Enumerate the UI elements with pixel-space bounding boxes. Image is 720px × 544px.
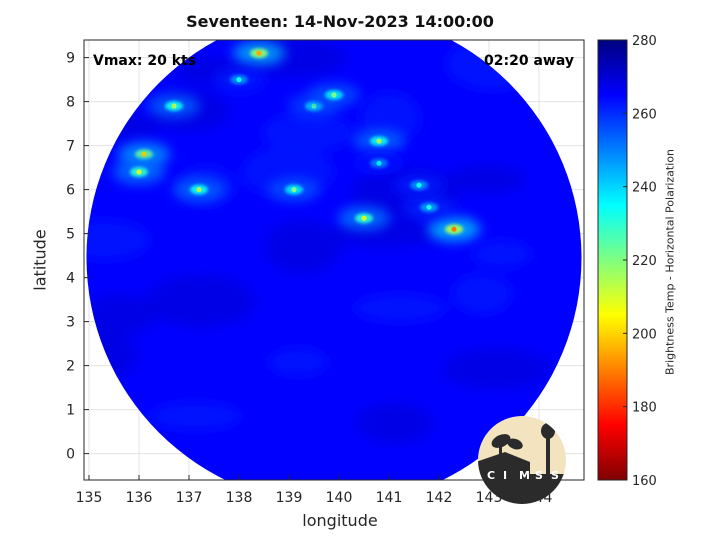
- x-tick-label: 136: [126, 490, 153, 506]
- feature-core: [331, 92, 337, 98]
- time-away-annotation: 02:20 away: [484, 53, 574, 69]
- logo-letter: M: [519, 469, 530, 482]
- feature-core: [426, 204, 432, 210]
- chart-title: Seventeen: 14-Nov-2023 14:00:00: [186, 12, 494, 31]
- y-tick-label: 0: [66, 447, 75, 463]
- y-tick-label: 7: [66, 139, 75, 155]
- logo-letter: S: [535, 469, 543, 482]
- feature-core: [141, 151, 147, 157]
- swath-texture-blob: [443, 349, 551, 389]
- feature-core: [311, 103, 317, 109]
- colorbar-tick-label: 220: [632, 254, 657, 269]
- logo-dish-post: [499, 445, 502, 457]
- swath-texture-blob: [268, 348, 328, 376]
- y-tick-label: 5: [66, 227, 75, 243]
- x-tick-label: 141: [376, 490, 403, 506]
- feature-core: [256, 50, 262, 56]
- x-tick-label: 138: [226, 490, 253, 506]
- feature-core: [416, 182, 422, 188]
- feature-core: [196, 187, 202, 193]
- y-tick-label: 8: [66, 95, 75, 111]
- swath-texture-blob: [354, 294, 446, 322]
- swath-texture-blob: [265, 221, 341, 273]
- x-tick-label: 137: [176, 490, 203, 506]
- colorbar-tick-label: 280: [632, 34, 657, 49]
- swath-texture-blob: [357, 403, 433, 443]
- brightness-temp-swath: [86, 40, 582, 480]
- swath-texture-blob: [86, 220, 150, 260]
- y-tick-label: 9: [66, 51, 75, 67]
- swath-texture-blob: [472, 240, 532, 268]
- x-tick-label: 142: [426, 490, 453, 506]
- y-tick-label: 3: [66, 315, 75, 331]
- x-axis-label: longitude: [302, 511, 378, 530]
- feature-core: [236, 77, 242, 83]
- logo-dish-right: [507, 438, 523, 450]
- y-tick-label: 2: [66, 359, 75, 375]
- logo-letter: S: [551, 469, 559, 482]
- colorbar: [597, 39, 628, 481]
- logo-roof: [478, 452, 530, 474]
- colorbar-tick-label: 180: [632, 401, 657, 416]
- colorbar-tick-label: 240: [632, 181, 657, 196]
- colorbar-ticks: 160 180 200 220 240 260 280: [623, 34, 657, 489]
- feature-core: [361, 215, 367, 221]
- swath-texture-blob: [147, 275, 255, 327]
- feature-core: [451, 226, 457, 232]
- x-tick-label: 139: [276, 490, 303, 506]
- logo-letter: C: [487, 469, 495, 482]
- y-tick-label: 6: [66, 183, 75, 199]
- feature-core: [376, 160, 382, 166]
- x-tick-label: 135: [76, 490, 103, 506]
- colorbar-label: Brightness Temp - Horizontal Polarizatio…: [663, 149, 677, 375]
- swath-texture-blob: [449, 165, 525, 193]
- logo-letter: I: [503, 469, 507, 482]
- swath-texture-blob: [86, 295, 157, 335]
- logo-dish-left: [491, 434, 511, 448]
- y-axis-label: latitude: [30, 229, 50, 291]
- swath-texture-blob: [262, 112, 354, 152]
- vmax-annotation: Vmax: 20 kts: [93, 53, 197, 69]
- axes-box: [83, 39, 585, 481]
- feature-core: [376, 138, 382, 144]
- swath-texture-blob: [150, 402, 242, 430]
- feature-core: [136, 169, 142, 175]
- swath-field: [86, 40, 582, 480]
- feature-core: [171, 103, 177, 109]
- x-tick-label: 140: [326, 490, 353, 506]
- feature-core: [291, 187, 297, 193]
- convection-features: [113, 41, 480, 242]
- swath-texture-blob: [452, 274, 512, 314]
- logo-tower: [546, 434, 550, 474]
- y-tick-label: 4: [66, 271, 75, 287]
- y-tick-label: 1: [66, 403, 75, 419]
- colorbar-tick-label: 260: [632, 107, 657, 122]
- colorbar-tick-label: 160: [632, 474, 657, 489]
- colorbar-tick-label: 200: [632, 327, 657, 342]
